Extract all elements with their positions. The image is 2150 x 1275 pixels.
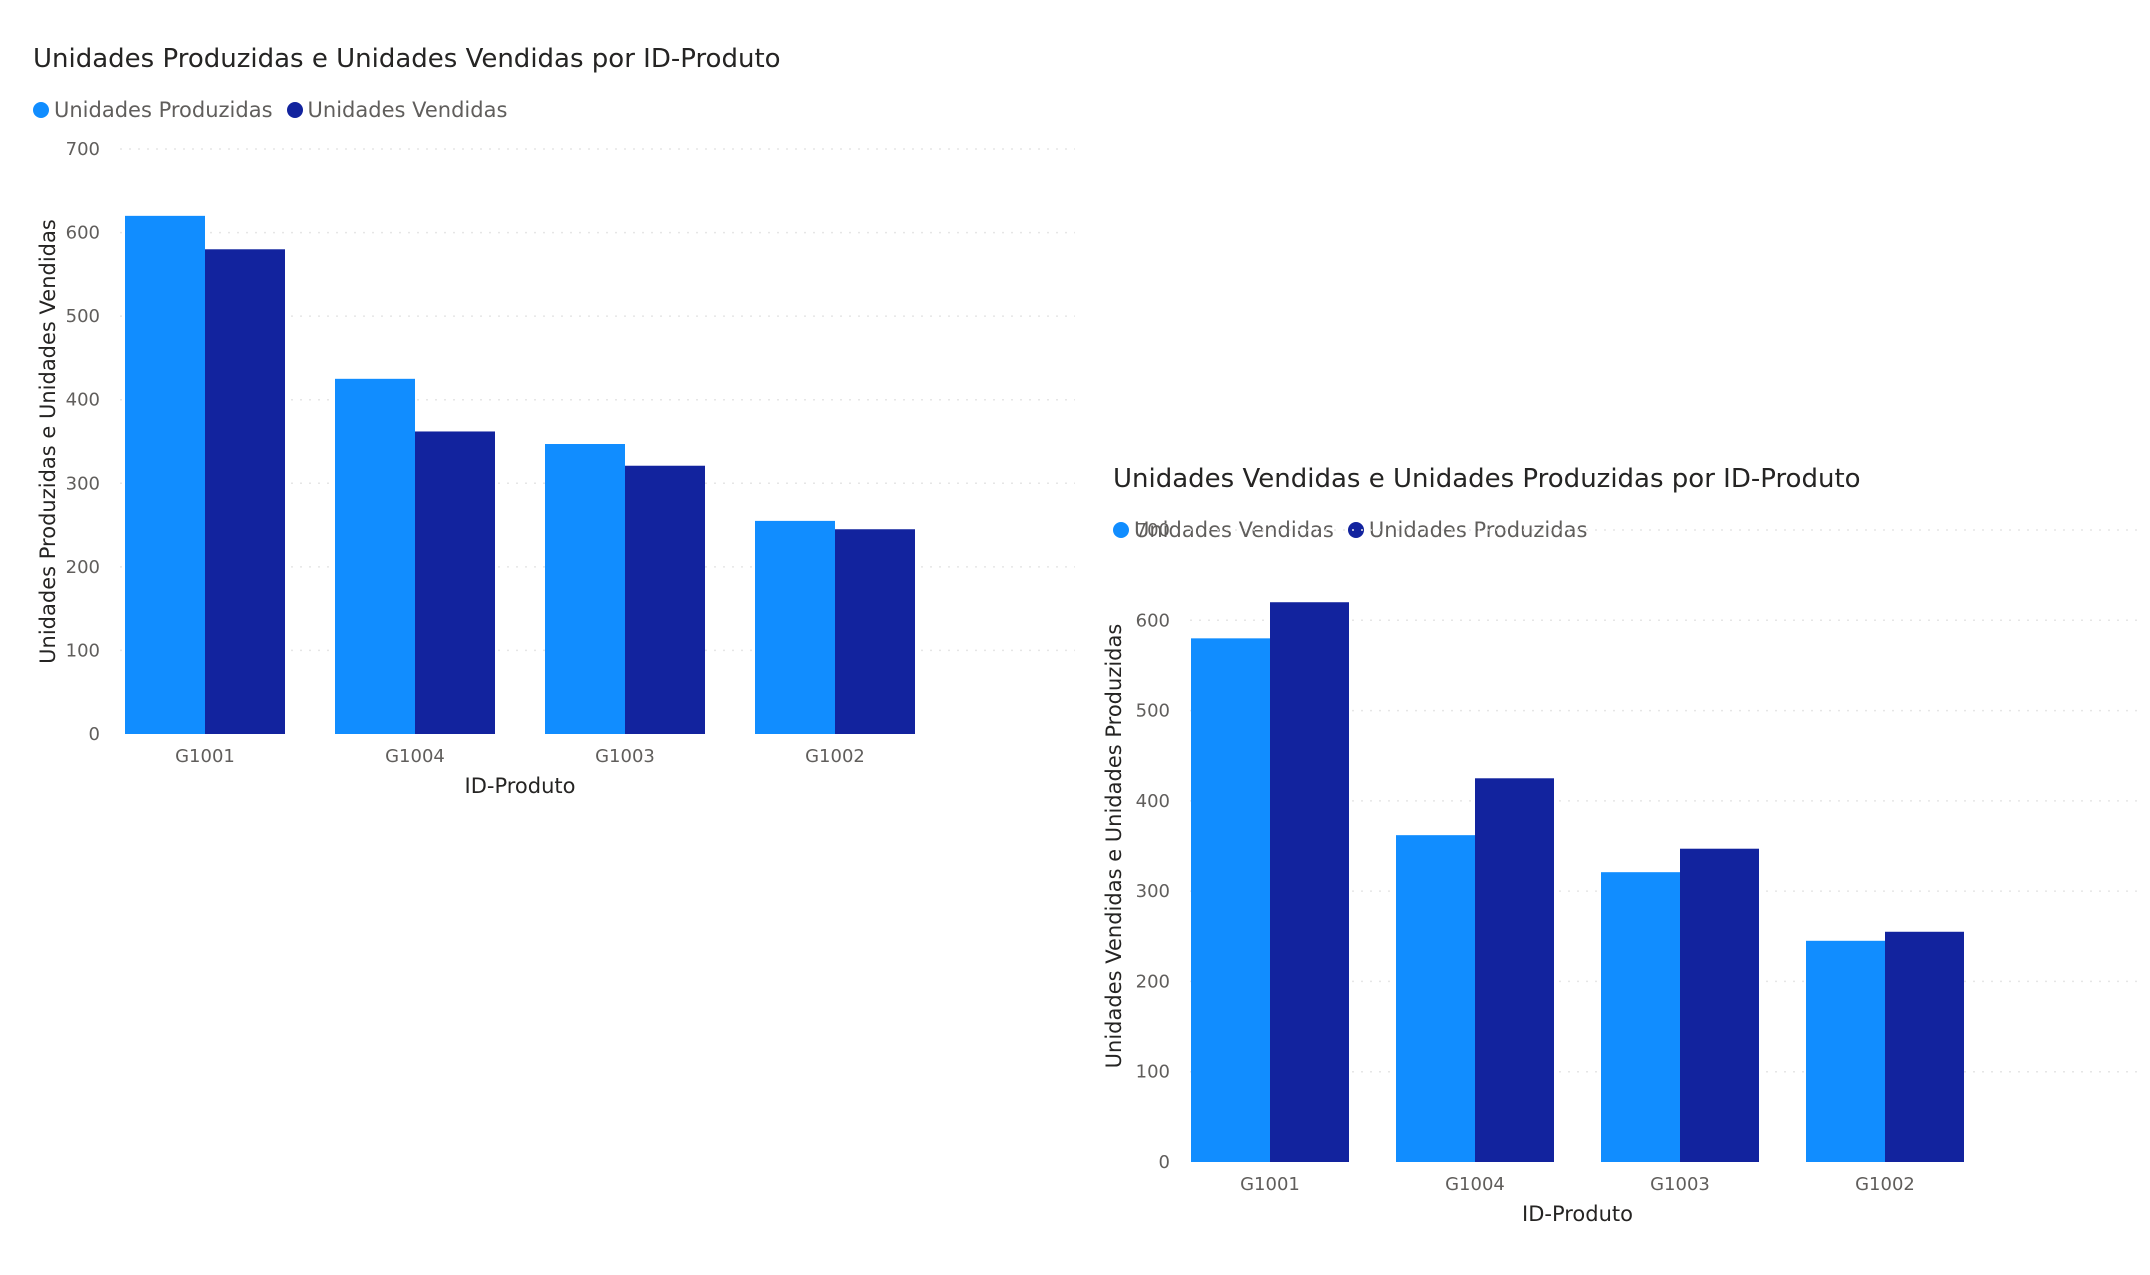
x-tick-label: G1003 [595, 746, 655, 767]
chart-plot-area: Unidades Produzidas G1001: 620Unidades V… [36, 139, 1075, 798]
y-tick-label: 0 [89, 724, 100, 745]
legend-dot-icon [1347, 522, 1364, 538]
bar-g1003-series-2[interactable]: Unidades Produzidas G1003: 347 [1680, 848, 1759, 1162]
bar-g1001-series-1[interactable]: Unidades Vendidas G1001: 580 [1191, 638, 1270, 1162]
bar-g1002-series-1[interactable]: Unidades Produzidas G1002: 255 [755, 520, 835, 734]
chart-visual-produzidas-vendidas[interactable]: Unidades Produzidas e Unidades Vendidas … [0, 0, 1080, 820]
x-tick-label: G1004 [385, 746, 445, 767]
y-tick-label: 200 [66, 557, 100, 578]
x-tick-label: G1003 [1650, 1174, 1710, 1195]
legend-item-series-1[interactable]: Unidades Vendidas [1113, 518, 1334, 542]
y-tick-label: 400 [1136, 791, 1170, 812]
bar-g1003-series-2[interactable]: Unidades Vendidas G1003: 321 [625, 465, 705, 734]
y-tick-label: 300 [1136, 881, 1170, 902]
y-tick-label: 600 [66, 223, 100, 244]
y-tick-label: 0 [1159, 1152, 1170, 1173]
bar-g1001-series-1[interactable]: Unidades Produzidas G1001: 620 [125, 215, 205, 734]
legend-dot-icon [286, 102, 303, 118]
legend-item-series-2[interactable]: Unidades Vendidas [286, 98, 508, 122]
x-tick-label: G1004 [1445, 1174, 1505, 1195]
y-axis-title: Unidades Produzidas e Unidades Vendidas [36, 219, 60, 664]
x-tick-label: G1002 [805, 746, 865, 767]
y-tick-label: 700 [66, 139, 100, 160]
bar-g1004-series-2[interactable]: Unidades Produzidas G1004: 425 [1475, 778, 1554, 1162]
bar-g1002-series-1[interactable]: Unidades Vendidas G1002: 245 [1806, 940, 1885, 1162]
legend-item-series-1[interactable]: Unidades Produzidas [33, 98, 273, 122]
chart-title: Unidades Vendidas e Unidades Produzidas … [1113, 464, 1861, 494]
legend-label: Unidades Vendidas [307, 98, 508, 122]
bar-g1003-series-1[interactable]: Unidades Produzidas G1003: 347 [545, 444, 625, 734]
y-tick-label: 100 [1136, 1062, 1170, 1083]
bar-g1001-series-2[interactable]: Unidades Produzidas G1001: 620 [1270, 602, 1349, 1162]
y-tick-label: 400 [66, 390, 100, 411]
y-axis-title: Unidades Vendidas e Unidades Produzidas [1102, 624, 1126, 1069]
chart-plot-area: Unidades Vendidas G1001: 580Unidades Pro… [1102, 520, 2140, 1226]
y-tick-label: 300 [66, 473, 100, 494]
legend-dot-icon [1113, 522, 1129, 538]
chart-title: Unidades Produzidas e Unidades Vendidas … [33, 44, 781, 74]
y-tick-label: 500 [66, 306, 100, 327]
bar-g1004-series-1[interactable]: Unidades Vendidas G1004: 362 [1396, 835, 1475, 1162]
chart-legend: Unidades Produzidas Unidades Vendidas [33, 98, 521, 122]
y-tick-label: 200 [1136, 971, 1170, 992]
y-tick-label: 100 [66, 640, 100, 661]
legend-label: Unidades Produzidas [54, 98, 273, 122]
legend-dot-icon [33, 102, 49, 118]
bar-g1002-series-2[interactable]: Unidades Vendidas G1002: 245 [835, 529, 915, 734]
legend-label: Unidades Vendidas [1134, 518, 1334, 542]
x-axis-title: ID-Produto [1522, 1202, 1633, 1226]
bar-g1003-series-1[interactable]: Unidades Vendidas G1003: 321 [1601, 872, 1680, 1162]
bar-g1004-series-1[interactable]: Unidades Produzidas G1004: 425 [335, 378, 415, 734]
x-tick-label: G1001 [1240, 1174, 1300, 1195]
x-tick-label: G1002 [1855, 1174, 1915, 1195]
chart-visual-vendidas-produzidas[interactable]: Unidades Vendidas e Unidades Produzidas … [1080, 420, 2150, 1240]
y-tick-label: 500 [1136, 701, 1170, 722]
y-tick-label: 600 [1136, 610, 1170, 631]
bar-g1004-series-2[interactable]: Unidades Vendidas G1004: 362 [415, 431, 495, 734]
x-tick-label: G1001 [175, 746, 235, 767]
bar-g1002-series-2[interactable]: Unidades Produzidas G1002: 255 [1885, 931, 1964, 1162]
x-axis-title: ID-Produto [465, 774, 576, 798]
y-tick-label: 700 [1136, 520, 1170, 541]
bar-g1001-series-2[interactable]: Unidades Vendidas G1001: 580 [205, 249, 285, 735]
